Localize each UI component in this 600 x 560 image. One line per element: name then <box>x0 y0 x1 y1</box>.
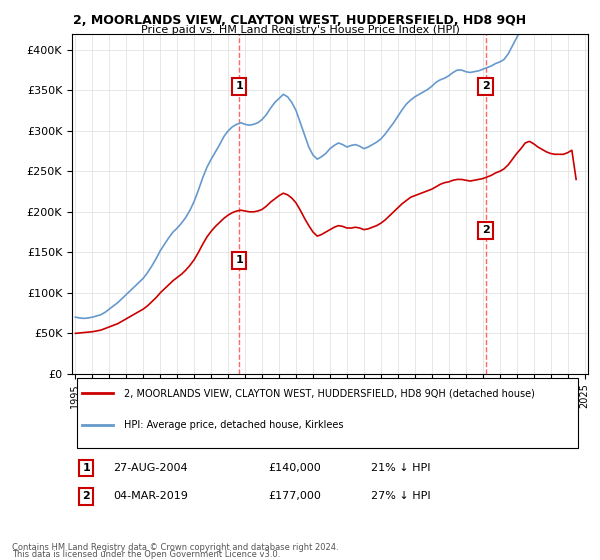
Text: HPI: Average price, detached house, Kirklees: HPI: Average price, detached house, Kirk… <box>124 420 343 430</box>
Text: This data is licensed under the Open Government Licence v3.0.: This data is licensed under the Open Gov… <box>12 550 280 559</box>
Text: 2: 2 <box>482 81 490 91</box>
Text: 2, MOORLANDS VIEW, CLAYTON WEST, HUDDERSFIELD, HD8 9QH: 2, MOORLANDS VIEW, CLAYTON WEST, HUDDERS… <box>73 14 527 27</box>
Text: Price paid vs. HM Land Registry's House Price Index (HPI): Price paid vs. HM Land Registry's House … <box>140 25 460 35</box>
Text: 1: 1 <box>235 81 243 91</box>
Text: 2: 2 <box>482 226 490 235</box>
Text: 27% ↓ HPI: 27% ↓ HPI <box>371 491 431 501</box>
FancyBboxPatch shape <box>77 378 578 449</box>
Text: 04-MAR-2019: 04-MAR-2019 <box>113 491 188 501</box>
Text: 21% ↓ HPI: 21% ↓ HPI <box>371 463 431 473</box>
Text: £140,000: £140,000 <box>268 463 321 473</box>
Text: 1: 1 <box>235 255 243 265</box>
Text: 1: 1 <box>82 463 90 473</box>
Text: 2: 2 <box>82 491 90 501</box>
Text: £177,000: £177,000 <box>268 491 321 501</box>
Text: 27-AUG-2004: 27-AUG-2004 <box>113 463 188 473</box>
Text: 2, MOORLANDS VIEW, CLAYTON WEST, HUDDERSFIELD, HD8 9QH (detached house): 2, MOORLANDS VIEW, CLAYTON WEST, HUDDERS… <box>124 389 535 399</box>
Text: Contains HM Land Registry data © Crown copyright and database right 2024.: Contains HM Land Registry data © Crown c… <box>12 543 338 552</box>
